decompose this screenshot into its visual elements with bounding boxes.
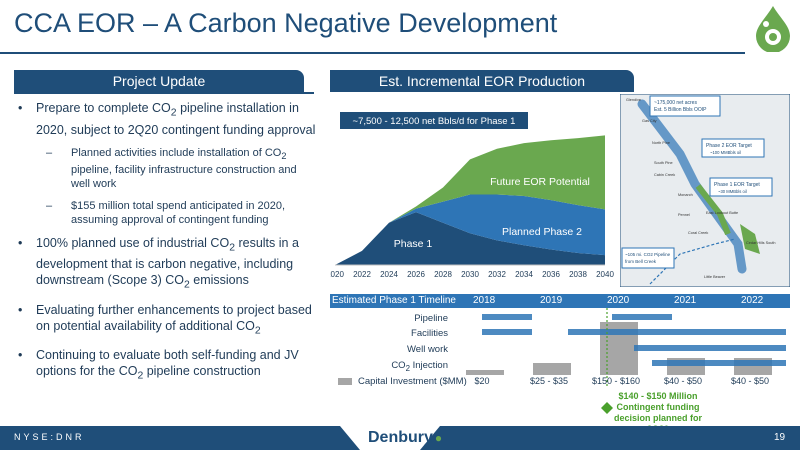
droplet-logo-icon [756,6,790,52]
x-tick-label: 2040 [596,270,614,279]
callout-box [340,112,528,129]
sub-bullet: $155 million total spend anticipated in … [16,199,316,227]
map-box-phase2-label: Phase 2 EOR Target [706,143,752,149]
map-place-label: South Pine [654,161,673,165]
future-eor-area [335,135,605,265]
x-tick-label: 2030 [461,270,479,279]
facilities-bar-a [482,329,532,335]
capital-2019: $25 - $35 [529,376,569,386]
callout-text: ~7,500 - 12,500 net Bbls/d for Phase 1 [353,116,516,127]
x-tick-label: 2026 [407,270,425,279]
map-box-phase2 [701,138,765,158]
map-place-label: Cedar Hills South [746,241,776,245]
x-tick-label: 2034 [515,270,533,279]
timeline-title: Estimated Phase 1 Timeline [332,295,456,306]
phase2-area [335,194,605,265]
map-place-label: Gas City [642,119,657,123]
x-tick-label: 2038 [569,270,587,279]
pipeline-bar-b [612,314,672,320]
x-tick-label: 2022 [353,270,371,279]
map-box-phase1-label: Phase 1 EOR Target [714,182,760,188]
map-place-label: North Pine [652,141,670,145]
title-rule [0,52,745,54]
x-tick-label: 2020 [330,270,344,279]
capital-label: Capital Investment ($MM) [358,376,467,387]
cedar-hills-area [740,224,760,254]
phase1-area [695,184,731,236]
map-place-label: Monarch [678,193,693,197]
capital-2018: $20 [474,376,490,386]
year-2022: 2022 [741,295,764,306]
row-facilities: Facilities [411,328,448,339]
future-eor-label: Future EOR Potential [490,176,590,188]
injection-bar [652,360,786,366]
map-place-label: Little Beaver [704,275,726,279]
page-title: CCA EOR – A Carbon Negative Development [14,8,558,38]
pipeline-bar-a [482,314,532,320]
map-place-label: Glendive [626,98,641,102]
phase1-label: Phase 1 [394,238,433,250]
map-box-phase1 [709,177,773,197]
year-2021: 2021 [674,295,697,306]
decision-diamond-icon [601,402,613,414]
x-tick-label: 2036 [542,270,560,279]
map-box-acreage-line2: Est. 5 Billion Bbls OOIP [654,107,707,113]
sub-bullet: Planned activities include installation … [16,146,316,191]
production-header: Est. Incremental EOR Production [330,70,634,92]
co2-pipeline [649,238,736,285]
page-number: 19 [774,432,786,443]
x-tick-label: 2028 [434,270,452,279]
project-update-header: Project Update [14,70,304,92]
row-well-work: Well work [407,344,448,355]
capital-legend-swatch [338,377,352,385]
capital-bar-2018 [466,370,504,375]
section-divider [14,92,314,94]
year-2019: 2019 [540,295,563,306]
map-box-phase1-sub: ~30 MMBbls oil [718,189,747,194]
year-2018: 2018 [473,295,496,306]
phase2-label: Planned Phase 2 [502,226,582,238]
production-area-chart: 2020 2022 2024 2026 2028 2030 2032 2034 2036 2038… [330,112,614,279]
project-update-bullets: Prepare to complete CO2 pipeline install… [16,100,316,393]
row-pipeline: Pipeline [414,313,448,324]
capital-bar-2019 [533,363,571,375]
map-box-pipeline-line2: from Bell Creek [625,259,657,264]
timeline-gantt [466,308,786,388]
map-box-phase2-sub: ~100 MMBbls oil [710,150,741,155]
footer-bar [0,426,800,450]
x-tick-label: 2024 [380,270,398,279]
map-place-label: Pennel [678,213,690,217]
bullet-item: Prepare to complete CO2 pipeline install… [16,100,316,138]
phase1-area [335,212,605,265]
capital-label-row: Capital Investment ($MM) [338,376,467,387]
footer-brand-name: Denbury [368,429,433,446]
facilities-bar-b [568,329,786,335]
footer-ticker: NYSE:DNR [14,432,85,442]
footer-brand-drop-icon: ● [434,431,443,445]
well-work-bar [634,345,786,351]
bullet-item: 100% planned use of industrial CO2 resul… [16,235,316,294]
map-place-label: Coral Creek [688,231,708,235]
x-tick-label: 2032 [488,270,506,279]
row-co2-injection: CO2 Injection [391,360,448,373]
field-map: ~175,000 net acres Est. 5 Billion Bbls O… [620,94,790,287]
capital-2021: $40 - $50 [663,376,703,386]
map-box-acreage-line1: ~175,000 net acres [654,100,697,106]
capital-2022: $40 - $50 [730,376,770,386]
map-box-pipeline-line1: ~105 mi. CO2 Pipeline [625,252,671,257]
bullet-item: Continuing to evaluate both self-funding… [16,347,316,385]
map-place-label: Cabin Creek [654,173,675,177]
map-box-acreage [649,95,721,117]
map-box-pipeline [621,247,675,269]
capital-2020: $150 - $160 [591,376,641,386]
bullet-item: Evaluating further enhancements to proje… [16,302,316,340]
footer-brand: Denbury ● [368,429,442,447]
map-place-label: East Lookout Butte [706,211,738,215]
timeline-header-bar: Estimated Phase 1 Timeline 2018 2019 202… [330,294,790,308]
year-2020: 2020 [607,295,630,306]
